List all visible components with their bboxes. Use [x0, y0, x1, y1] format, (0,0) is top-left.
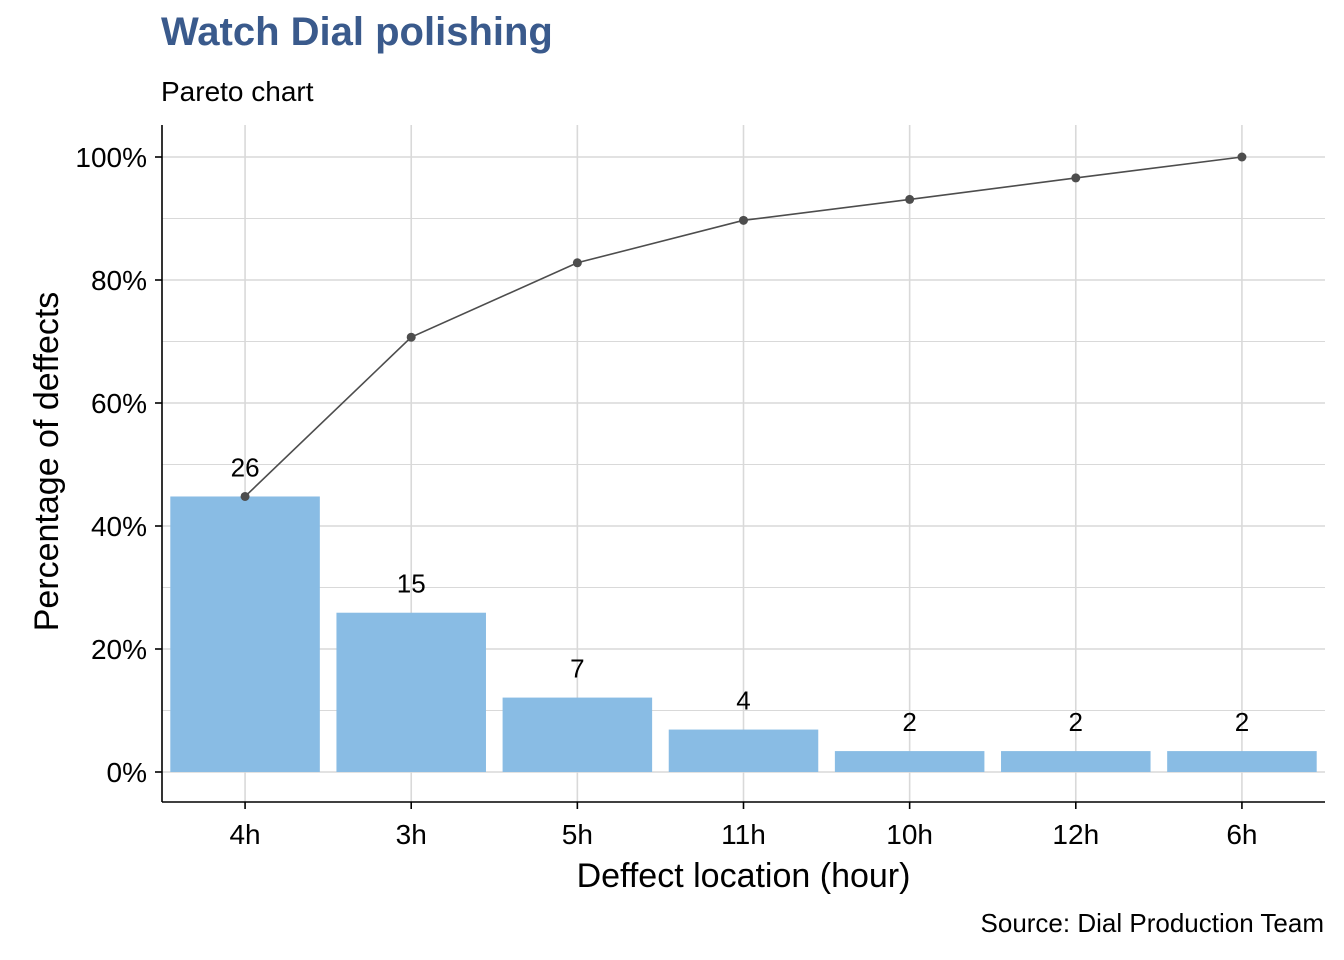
bar-10h — [834, 751, 985, 772]
bar-count-label-5h: 7 — [570, 654, 584, 684]
y-tick-label: 40% — [91, 511, 147, 542]
cumulative-point-10h — [905, 194, 915, 204]
x-tick-label-5h: 5h — [562, 819, 593, 850]
axes — [155, 125, 1325, 809]
bar-count-label-11h: 4 — [736, 686, 750, 716]
gridlines — [162, 125, 1325, 802]
chart-title: Watch Dial polishing — [161, 10, 553, 54]
bars — [170, 496, 1317, 772]
y-tick-labels: 0% 20% 40% 60% 80% 100% — [75, 142, 147, 788]
bar-count-label-10h: 2 — [902, 707, 916, 737]
y-tick-label: 100% — [75, 142, 147, 173]
cumulative-point-6h — [1237, 152, 1247, 162]
x-tick-label-4h: 4h — [229, 819, 260, 850]
y-axis-title: Percentage of deffects — [28, 292, 66, 632]
x-tick-label-11h: 11h — [721, 819, 766, 850]
bar-count-label-6h: 2 — [1235, 707, 1249, 737]
x-tick-label-6h: 6h — [1226, 819, 1257, 850]
x-tick-labels: 4h 3h 5h 11h 10h 12h 6h — [229, 819, 1257, 850]
cumulative-point-3h — [406, 332, 416, 342]
bar-3h — [336, 612, 486, 772]
cumulative-point-11h — [739, 215, 748, 225]
bar-6h — [1167, 751, 1317, 772]
y-tick-label: 60% — [91, 388, 147, 419]
bar-4h — [170, 496, 320, 772]
cumulative-point-5h — [572, 258, 582, 268]
y-tick-label: 0% — [107, 757, 147, 788]
x-tick-label-10h: 10h — [886, 819, 933, 850]
bar-count-label-12h: 2 — [1069, 707, 1083, 737]
cumulative-point-4h — [240, 491, 250, 501]
chart-caption: Source: Dial Production Team — [980, 908, 1324, 938]
y-tick-label: 20% — [91, 634, 147, 665]
bar-count-labels: 26 15 7 4 2 2 2 — [231, 452, 1250, 737]
x-axis-title: Deffect location (hour) — [577, 857, 911, 895]
x-tick-label-12h: 12h — [1052, 819, 1099, 850]
bar-11h — [668, 729, 819, 772]
chart-subtitle: Pareto chart — [161, 76, 314, 107]
bar-5h — [502, 697, 653, 772]
cumulative-point-12h — [1071, 173, 1081, 183]
bar-count-label-3h: 15 — [397, 569, 426, 599]
bar-12h — [1001, 751, 1151, 772]
cumulative-line — [240, 152, 1247, 501]
x-tick-label-3h: 3h — [396, 819, 427, 850]
y-tick-label: 80% — [91, 265, 147, 296]
bar-count-label-4h: 26 — [231, 452, 260, 482]
